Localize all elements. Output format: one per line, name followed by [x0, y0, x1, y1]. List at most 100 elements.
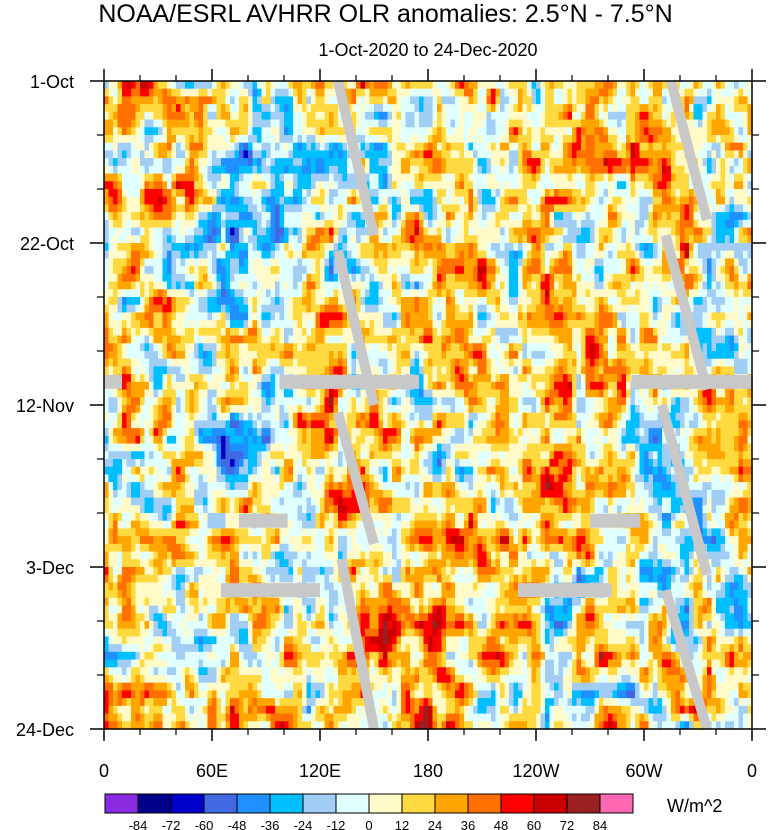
heatmap-cell	[333, 304, 339, 314]
heatmap-cell	[230, 165, 236, 175]
heatmap-cell	[221, 219, 227, 229]
heatmap-cell	[666, 219, 672, 229]
heatmap-cell	[473, 258, 479, 267]
heatmap-cell	[594, 235, 600, 244]
heatmap-cell	[306, 343, 312, 352]
heatmap-cell	[599, 189, 605, 198]
heatmap-cell	[126, 165, 132, 175]
heatmap-cell	[306, 81, 312, 90]
heatmap-cell	[284, 150, 290, 159]
heatmap-cell	[486, 312, 492, 321]
heatmap-cell	[644, 304, 650, 314]
heatmap-cell	[198, 196, 204, 206]
heatmap-cell	[225, 250, 231, 260]
heatmap-cell	[320, 181, 326, 190]
heatmap-cell	[738, 297, 744, 306]
heatmap-cell	[108, 327, 114, 337]
heatmap-cell	[594, 219, 600, 229]
heatmap-cell	[441, 281, 447, 290]
heatmap-cell	[257, 196, 263, 206]
heatmap-cell	[293, 297, 299, 306]
heatmap-cell	[608, 135, 614, 144]
heatmap-cell	[711, 297, 717, 306]
heatmap-cell	[522, 150, 528, 159]
heatmap-cell	[216, 258, 222, 267]
heatmap-cell	[644, 212, 650, 221]
heatmap-cell	[666, 320, 672, 329]
heatmap-cell	[171, 304, 177, 314]
heatmap-cell	[576, 119, 582, 128]
heatmap-cell	[189, 258, 195, 267]
heatmap-cell	[671, 150, 677, 159]
heatmap-cell	[342, 320, 348, 329]
heatmap-cell	[549, 273, 555, 283]
heatmap-cell	[180, 289, 186, 298]
heatmap-cell	[338, 281, 344, 290]
heatmap-cell	[536, 258, 542, 267]
heatmap-cell	[198, 135, 204, 144]
heatmap-cell	[572, 227, 578, 236]
heatmap-cell	[270, 165, 276, 175]
heatmap-cell	[135, 258, 141, 267]
heatmap-cell	[428, 250, 434, 260]
heatmap-cell	[522, 297, 528, 306]
heatmap-cell	[212, 289, 218, 298]
heatmap-cell	[545, 81, 551, 90]
heatmap-cell	[554, 196, 560, 206]
heatmap-cell	[167, 189, 173, 198]
heatmap-cell	[171, 281, 177, 290]
heatmap-cell	[554, 135, 560, 144]
heatmap-cell	[293, 127, 299, 136]
heatmap-cell	[513, 327, 519, 337]
heatmap-cell	[473, 250, 479, 260]
heatmap-cell	[554, 150, 560, 159]
heatmap-cell	[446, 104, 452, 113]
heatmap-cell	[702, 281, 708, 290]
heatmap-cell	[743, 181, 749, 190]
heatmap-cell	[729, 320, 735, 329]
heatmap-cell	[689, 111, 695, 121]
heatmap-cell	[612, 165, 618, 175]
heatmap-cell	[581, 88, 587, 98]
heatmap-cell	[275, 158, 281, 167]
heatmap-cell	[392, 158, 398, 167]
heatmap-cell	[468, 204, 474, 213]
heatmap-cell	[360, 281, 366, 290]
heatmap-cell	[279, 258, 285, 267]
heatmap-cell	[653, 181, 659, 190]
heatmap-cell	[297, 135, 303, 144]
heatmap-cell	[122, 135, 128, 144]
heatmap-cell	[720, 304, 726, 314]
heatmap-cell	[212, 111, 218, 121]
heatmap-cell	[459, 297, 465, 306]
heatmap-cell	[693, 204, 699, 213]
heatmap-cell	[396, 204, 402, 213]
heatmap-cell	[221, 289, 227, 298]
heatmap-cell	[594, 158, 600, 167]
heatmap-cell	[540, 196, 546, 206]
heatmap-cell	[689, 289, 695, 298]
heatmap-cell	[401, 327, 407, 337]
heatmap-cell	[194, 312, 200, 321]
heatmap-cell	[684, 289, 690, 298]
heatmap-cell	[279, 119, 285, 128]
heatmap-cell	[729, 219, 735, 229]
heatmap-cell	[734, 289, 740, 298]
heatmap-cell	[491, 189, 497, 198]
heatmap-cell	[329, 196, 335, 206]
heatmap-cell	[509, 273, 515, 283]
heatmap-cell	[558, 142, 564, 152]
heatmap-cell	[549, 181, 555, 190]
heatmap-cell	[468, 273, 474, 283]
heatmap-cell	[329, 289, 335, 298]
heatmap-cell	[189, 104, 195, 113]
heatmap-cell	[599, 196, 605, 206]
heatmap-cell	[459, 327, 465, 337]
heatmap-cell	[288, 212, 294, 221]
heatmap-cell	[365, 289, 371, 298]
heatmap-cell	[639, 127, 645, 136]
heatmap-cell	[306, 158, 312, 167]
heatmap-cell	[477, 104, 483, 113]
heatmap-cell	[356, 258, 362, 267]
heatmap-cell	[243, 212, 249, 221]
